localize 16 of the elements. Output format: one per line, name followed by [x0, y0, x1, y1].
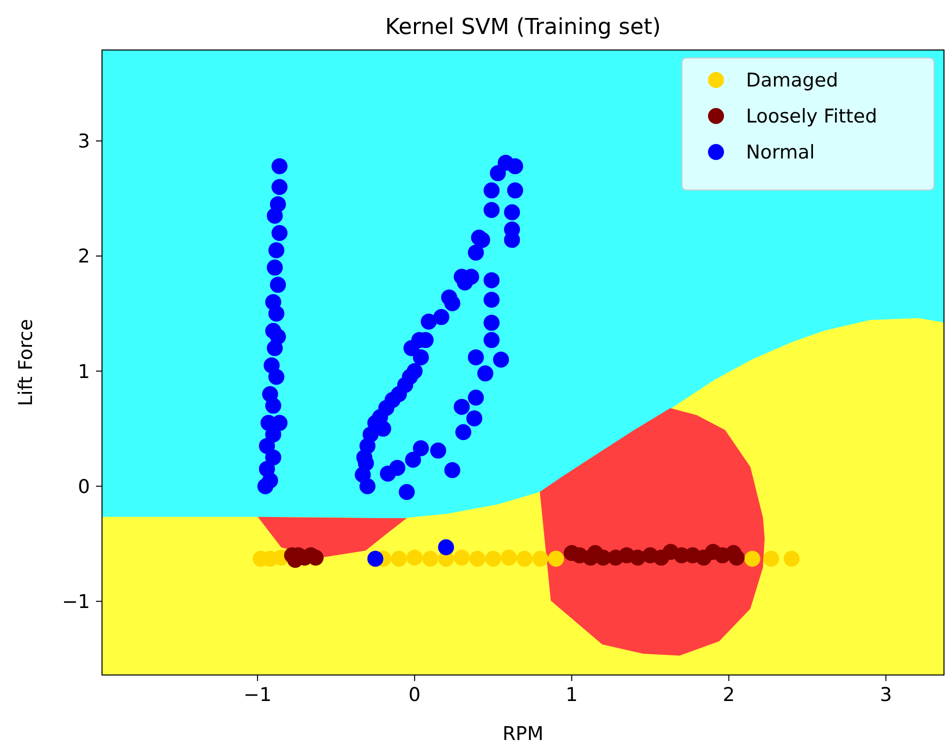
x-axis-title: RPM	[502, 723, 544, 745]
y-tick-label: 0	[78, 476, 90, 498]
x-tick-label: 1	[566, 684, 578, 706]
chart-title: Kernel SVM (Training set)	[385, 15, 661, 40]
y-tick-label: 3	[78, 130, 90, 153]
y-tick-label: −1	[62, 590, 90, 613]
x-tick-label: 0	[408, 684, 421, 706]
x-tick-label: 3	[880, 684, 892, 706]
legend-label: Damaged	[746, 70, 838, 92]
y-tick-label: 1	[78, 360, 90, 383]
legend-label: Normal	[746, 142, 815, 164]
y-tick-label: 2	[78, 246, 90, 268]
legend-label: Loosely Fitted	[746, 106, 878, 128]
x-tick-label: 2	[722, 684, 735, 706]
y-axis-title: Lift Force	[15, 318, 37, 406]
x-tick-label: −1	[244, 684, 272, 706]
